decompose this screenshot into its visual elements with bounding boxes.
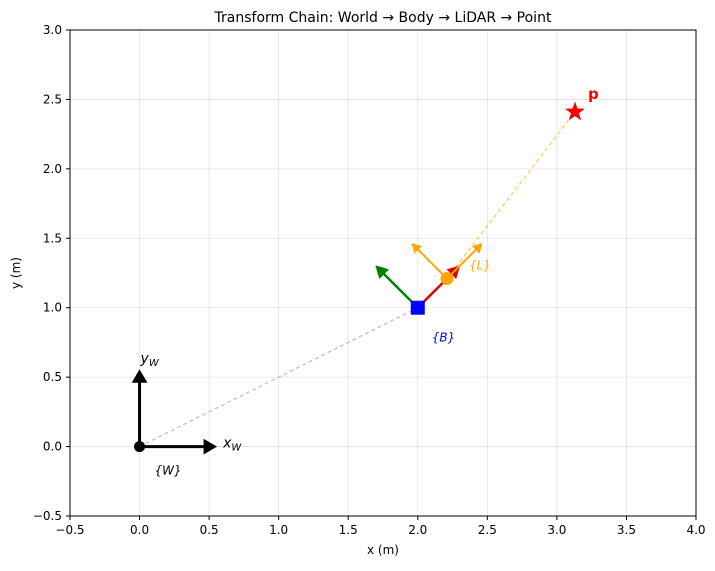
chart-title: Transform Chain: World → Body → LiDAR → …	[214, 10, 552, 26]
y-tick-label: 1.5	[43, 231, 62, 245]
world-origin-marker	[134, 441, 146, 453]
x-tick-label: 1.5	[339, 523, 358, 537]
x-tick-label: 3.5	[617, 523, 636, 537]
x-tick-label: 3.0	[547, 523, 566, 537]
lidar-y-arrow-shaft	[417, 248, 448, 280]
lidar-origin-marker	[440, 272, 454, 286]
coordinate-frames: xW yW {W} {B} {L}	[131, 243, 491, 478]
plot-frame	[69, 29, 697, 517]
point-marker	[564, 101, 585, 121]
x-tick-label: 0.0	[130, 523, 149, 537]
target-point: p	[564, 85, 599, 121]
y-axis-label: y (m)	[9, 257, 23, 289]
y-tick-label: 0.0	[43, 440, 62, 454]
world-frame-label: {W}	[155, 464, 182, 478]
body-origin-marker	[410, 300, 425, 315]
y-tick-label: 0.5	[43, 370, 62, 384]
lidar-frame-label: {L}	[469, 259, 491, 273]
body-frame-label: {B}	[432, 331, 456, 345]
world-x-arrow-head	[203, 438, 218, 455]
x-axis-label: x (m)	[367, 543, 399, 557]
point-label: p	[588, 85, 599, 103]
world-y-arrow-head	[131, 369, 148, 383]
ticks: −0.5 0.0 0.5 1.0 1.5 2.0 2.5 3.0 3.5 4.0 −0.5 0.0 0.…	[33, 23, 706, 537]
x-tick-label: 2.5	[478, 523, 497, 537]
body-y-arrow-head	[375, 265, 390, 280]
x-tick-label: 2.0	[408, 523, 427, 537]
x-tick-label: 4.0	[686, 523, 705, 537]
y-tick-label: −0.5	[33, 509, 62, 523]
link-lines	[139, 111, 576, 448]
x-tick-label: −0.5	[55, 523, 84, 537]
lidar-x-arrow-head	[471, 243, 483, 254]
world-x-axis-label: xW	[222, 436, 242, 454]
x-tick-label: 1.0	[269, 523, 288, 537]
y-tick-label: 3.0	[43, 23, 62, 37]
lidar-x-arrow-shaft	[446, 248, 477, 280]
lidar-y-arrow-head	[411, 243, 423, 254]
y-tick-label: 2.5	[43, 92, 62, 106]
y-tick-label: 2.0	[43, 162, 62, 176]
link-line	[139, 307, 419, 448]
link-line	[446, 111, 576, 279]
world-y-axis-label: yW	[140, 351, 160, 369]
x-tick-label: 0.5	[200, 523, 219, 537]
y-tick-label: 1.0	[43, 301, 62, 315]
